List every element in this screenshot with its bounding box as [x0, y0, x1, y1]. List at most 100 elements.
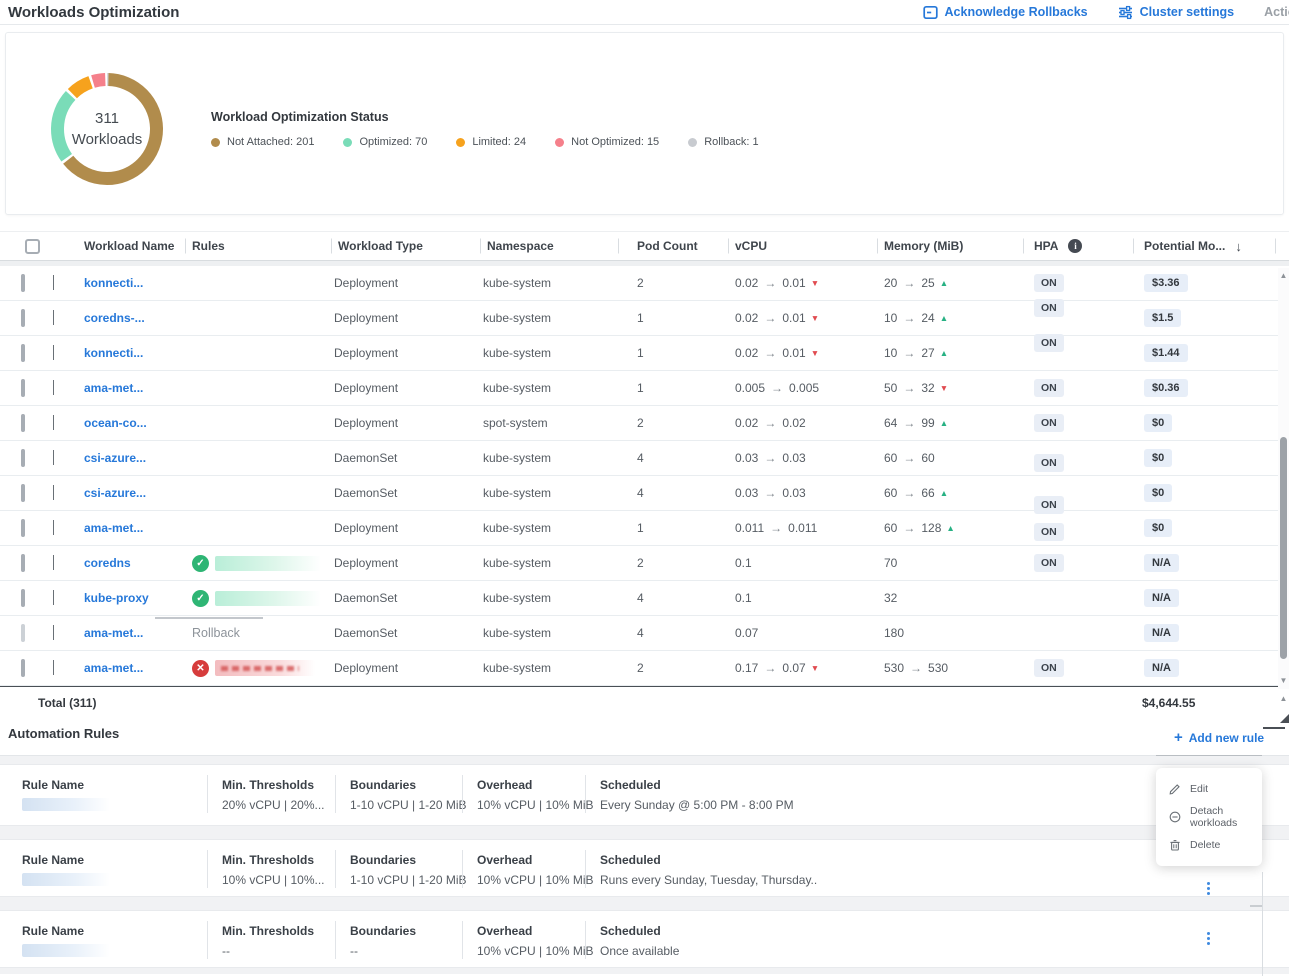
rule-row-kebab-menu[interactable]	[1203, 932, 1213, 945]
expand-chevron-icon[interactable]	[53, 310, 54, 325]
acknowledge-rollbacks-button[interactable]: Acknowledge Rollbacks	[923, 5, 1088, 20]
expand-chevron-icon[interactable]	[53, 275, 54, 290]
row-checkbox[interactable]	[21, 519, 25, 537]
menu-item-delete[interactable]: Delete	[1156, 831, 1262, 859]
table-row[interactable]: konnecti...Deploymentkube-system20.02→0.…	[0, 266, 1278, 301]
col-vcpu[interactable]: vCPU	[731, 239, 880, 253]
vcpu-metric: 0.02→0.01▼	[731, 346, 819, 360]
table-row[interactable]: coredns✓Deploymentkube-system20.170ONN/A	[0, 546, 1278, 581]
table-row[interactable]: csi-azure...DaemonSetkube-system40.03→0.…	[0, 476, 1278, 511]
workload-name-link[interactable]: ama-met...	[84, 626, 143, 640]
cluster-settings-button[interactable]: Cluster settings	[1118, 5, 1234, 20]
hpa-cell: ON	[1026, 309, 1136, 327]
rule-boundaries-cell-label: Boundaries	[350, 778, 456, 792]
actions-button[interactable]: Action	[1264, 5, 1289, 19]
scroll-up-icon[interactable]: ▲	[1278, 271, 1289, 281]
expand-chevron-icon[interactable]	[53, 660, 54, 675]
table-scrollbar[interactable]: ▲ ▼	[1278, 268, 1289, 689]
row-checkbox[interactable]	[21, 379, 25, 397]
workload-name-link[interactable]: kube-proxy	[84, 591, 149, 605]
acknowledge-icon	[923, 5, 938, 20]
sort-desc-icon[interactable]: ↓	[1235, 239, 1242, 254]
row-checkbox[interactable]	[21, 589, 25, 607]
row-checkbox[interactable]	[21, 624, 25, 642]
row-checkbox[interactable]	[21, 659, 25, 677]
workload-name-link[interactable]: csi-azure...	[84, 486, 146, 500]
workload-name-link[interactable]: ocean-co...	[84, 416, 147, 430]
expand-chevron-icon[interactable]	[53, 555, 54, 570]
table-row[interactable]: csi-azure...DaemonSetkube-system40.03→0.…	[0, 441, 1278, 476]
savings-cell: $0	[1136, 449, 1278, 467]
col-hpa[interactable]: HPA i	[1026, 239, 1136, 253]
table-row[interactable]: coredns-...Deploymentkube-system10.02→0.…	[0, 301, 1278, 336]
expand-chevron-icon[interactable]	[53, 450, 54, 465]
workload-type-cell: DaemonSet	[334, 486, 483, 500]
expand-chevron-icon[interactable]	[53, 380, 54, 395]
automation-rule-row[interactable]: Rule NameMin. Thresholds10% vCPU | 10%..…	[0, 839, 1289, 897]
row-checkbox-cell	[0, 346, 44, 360]
hpa-cell: ON	[1026, 274, 1136, 292]
row-checkbox[interactable]	[21, 344, 25, 362]
metric-current: 0.17	[735, 661, 758, 675]
table-row[interactable]: ama-met...Deploymentkube-system10.011→0.…	[0, 511, 1278, 546]
col-pod-count[interactable]: Pod Count	[621, 239, 731, 253]
rule-overhead-cell-label: Overhead	[477, 778, 579, 792]
workload-name-link[interactable]: ama-met...	[84, 521, 143, 535]
workload-name-link[interactable]: coredns	[84, 556, 131, 570]
row-checkbox[interactable]	[21, 274, 25, 292]
workload-name-link[interactable]: konnecti...	[84, 276, 143, 290]
expand-chevron-icon[interactable]	[53, 415, 54, 430]
row-checkbox-cell	[0, 661, 44, 675]
table-row[interactable]: ocean-co...Deploymentspot-system20.02→0.…	[0, 406, 1278, 441]
menu-item-edit[interactable]: Edit	[1156, 775, 1262, 803]
legend-label: Not Optimized: 15	[571, 136, 659, 148]
row-checkbox[interactable]	[21, 309, 25, 327]
rule-overhead-cell: Overhead10% vCPU | 10% MiB	[462, 911, 585, 967]
row-checkbox-cell	[0, 521, 44, 535]
table-row[interactable]: ama-met...✕Deploymentkube-system20.17→0.…	[0, 651, 1278, 686]
add-new-rule-button[interactable]: + Add new rule	[1168, 729, 1270, 746]
rule-row-kebab-menu[interactable]	[1203, 882, 1213, 895]
col-namespace[interactable]: Namespace	[483, 239, 621, 253]
col-workload-name[interactable]: Workload Name	[80, 239, 188, 253]
automation-rule-row[interactable]: Rule NameMin. Thresholds--Boundaries--Ov…	[0, 910, 1289, 968]
metric-current: 0.02	[735, 276, 758, 290]
rule-name-redacted	[215, 556, 321, 571]
scroll-up-icon[interactable]: ▲	[1278, 694, 1289, 703]
row-checkbox[interactable]	[21, 449, 25, 467]
hpa-info-icon[interactable]: i	[1068, 239, 1082, 253]
rules-cell: ✓	[188, 555, 334, 572]
select-all-checkbox[interactable]	[25, 239, 40, 254]
table-row[interactable]: ama-met...RollbackDaemonSetkube-system40…	[0, 616, 1278, 651]
table-row[interactable]: ama-met...Deploymentkube-system10.005→0.…	[0, 371, 1278, 406]
menu-item-detach-workloads[interactable]: Detach workloads	[1156, 803, 1262, 831]
workload-name-link[interactable]: coredns-...	[84, 311, 145, 325]
workload-name-link[interactable]: ama-met...	[84, 661, 143, 675]
col-rules[interactable]: Rules	[188, 239, 334, 253]
col-potential[interactable]: Potential Mo... ↓	[1136, 239, 1278, 254]
table-row[interactable]: kube-proxy✓DaemonSetkube-system40.132N/A	[0, 581, 1278, 616]
expand-chevron-icon[interactable]	[53, 345, 54, 360]
rule-thresholds-cell: Min. Thresholds20% vCPU | 20%...	[207, 765, 335, 825]
metric-recommended: 24	[921, 311, 934, 325]
col-workload-type[interactable]: Workload Type	[334, 239, 483, 253]
workload-name-link[interactable]: konnecti...	[84, 346, 143, 360]
workload-name-cell: csi-azure...	[80, 486, 188, 500]
automation-rule-row[interactable]: Rule NameMin. Thresholds20% vCPU | 20%..…	[0, 764, 1289, 826]
potential-savings-badge: N/A	[1144, 589, 1179, 607]
topbar: Workloads Optimization Acknowledge Rollb…	[0, 0, 1289, 25]
expand-chevron-icon[interactable]	[53, 590, 54, 605]
row-checkbox[interactable]	[21, 414, 25, 432]
workload-name-link[interactable]: ama-met...	[84, 381, 143, 395]
workload-name-link[interactable]: csi-azure...	[84, 451, 146, 465]
row-checkbox[interactable]	[21, 484, 25, 502]
table-row[interactable]: konnecti...Deploymentkube-system10.02→0.…	[0, 336, 1278, 371]
col-memory[interactable]: Memory (MiB)	[880, 239, 1026, 253]
expand-chevron-icon[interactable]	[53, 485, 54, 500]
expand-chevron-icon[interactable]	[53, 625, 54, 640]
row-checkbox[interactable]	[21, 554, 25, 572]
expand-chevron-icon[interactable]	[53, 520, 54, 535]
scrollbar-thumb[interactable]	[1280, 437, 1287, 659]
scroll-down-icon[interactable]: ▼	[1278, 676, 1289, 686]
rule-success-icon: ✓	[192, 590, 209, 607]
